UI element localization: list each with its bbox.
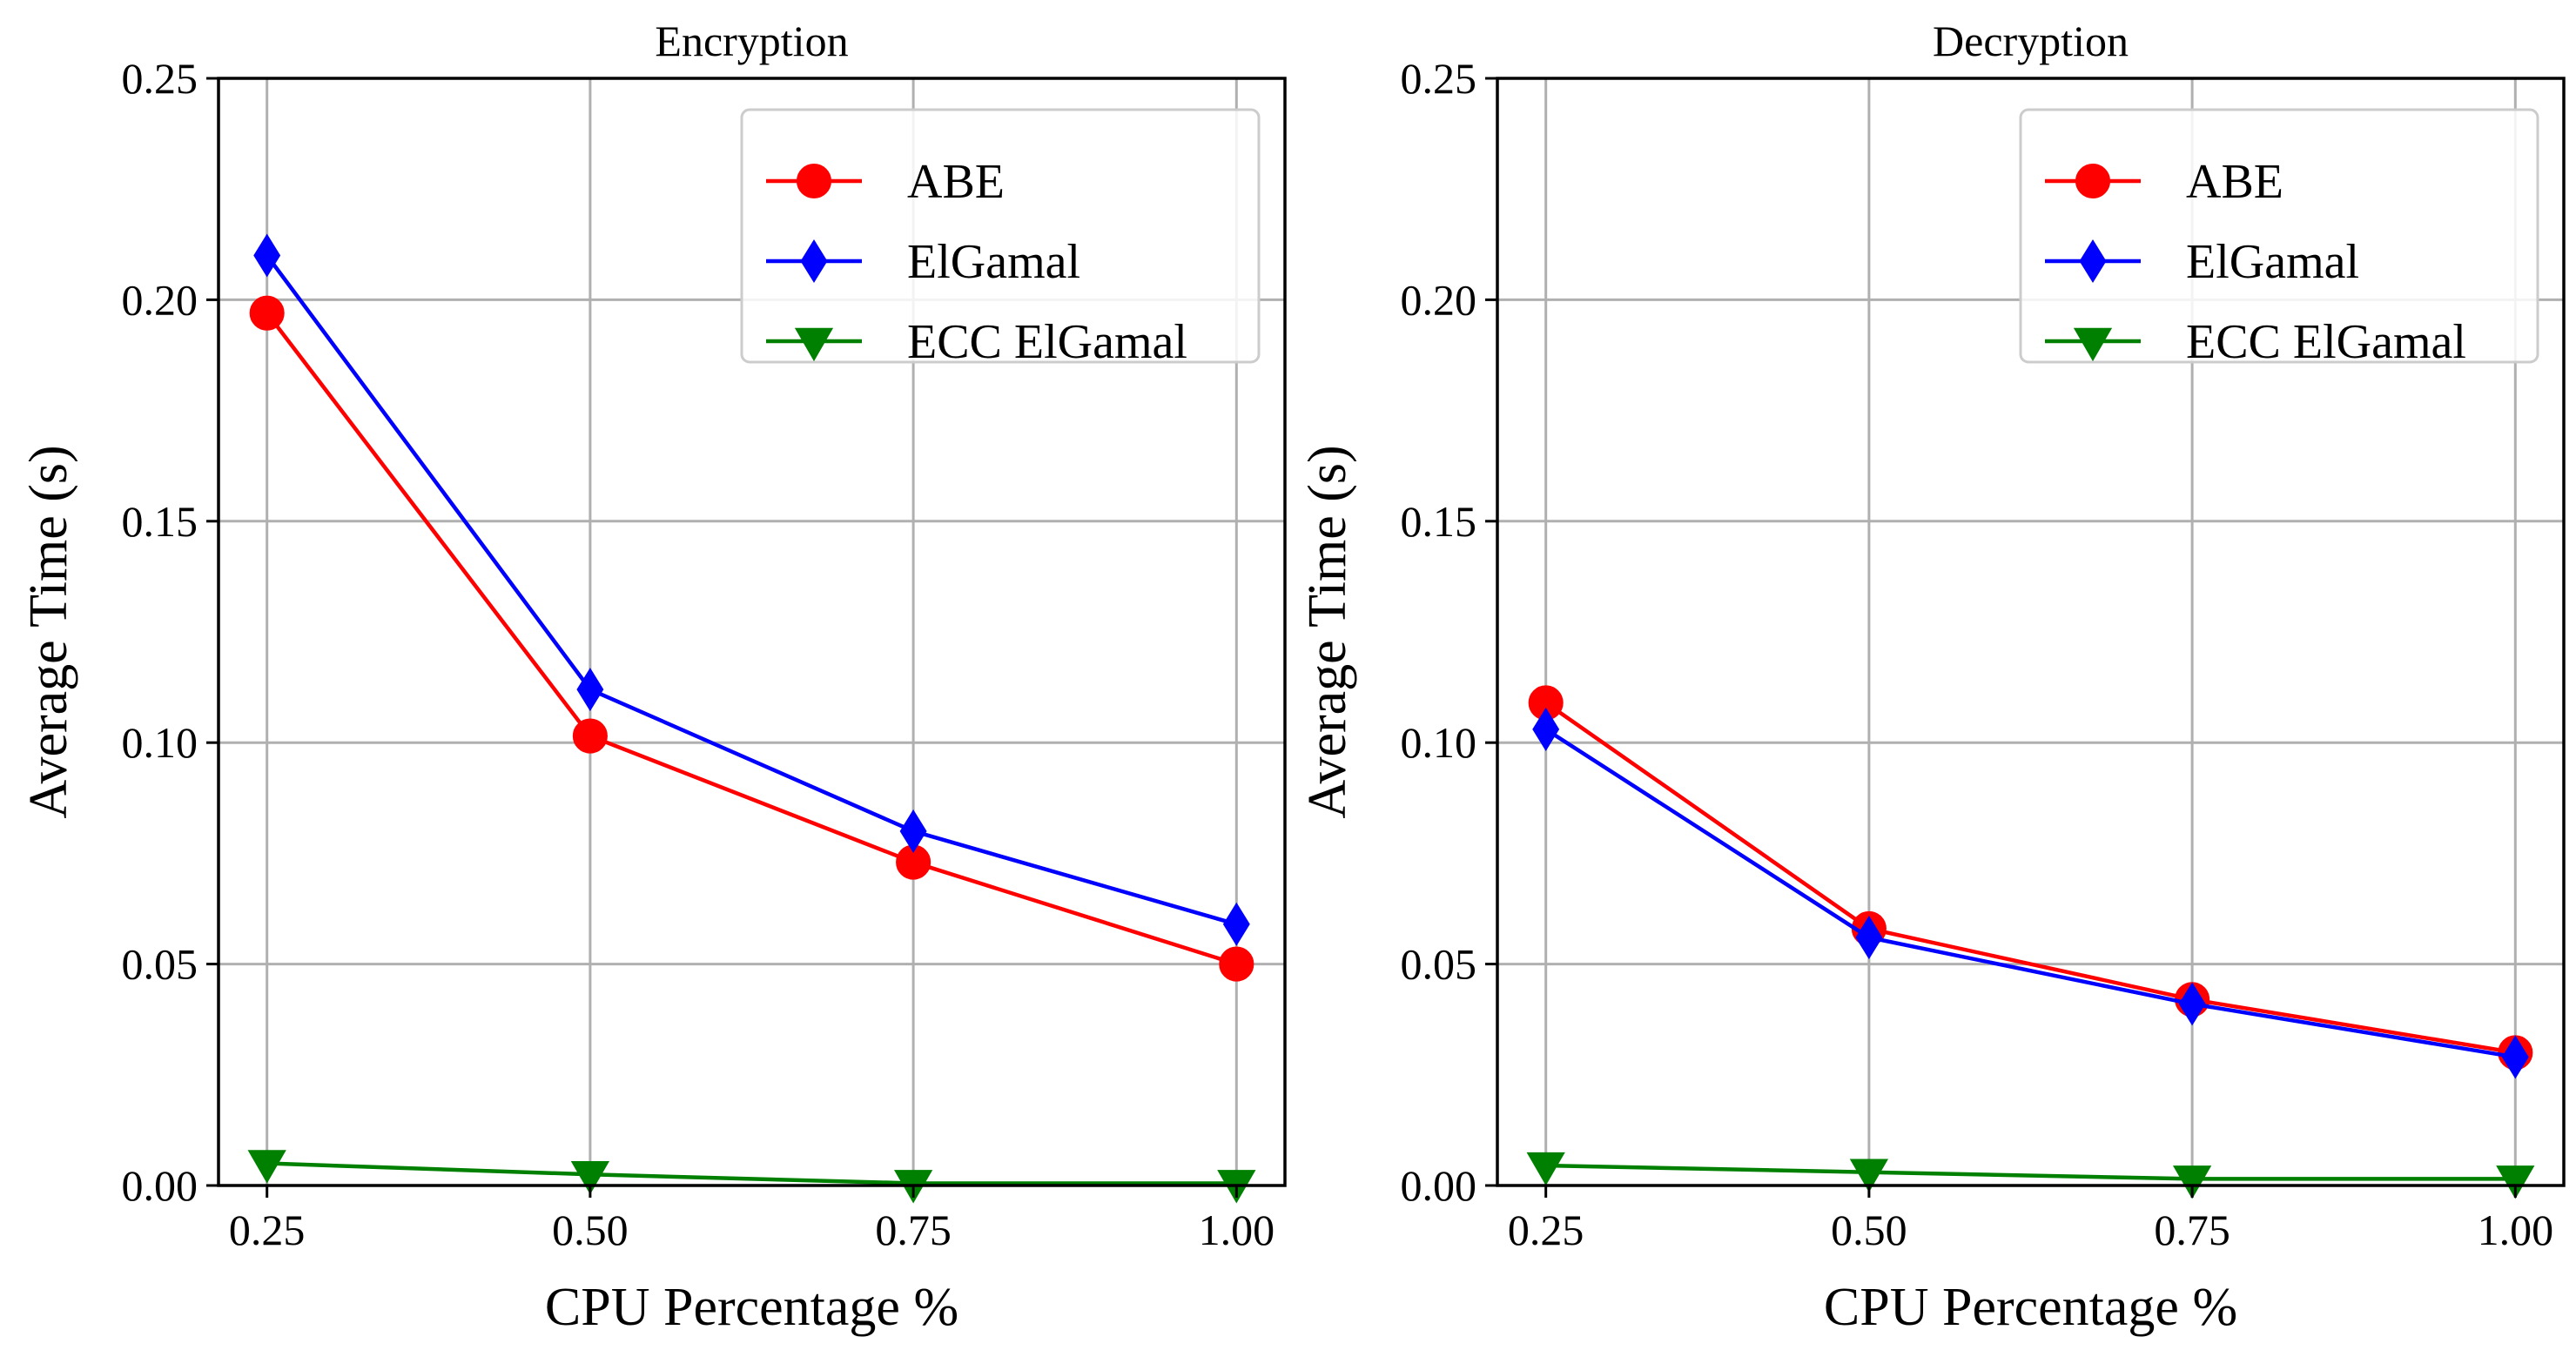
y-tick-label: 0.10 xyxy=(122,718,198,767)
legend-marker-circle-icon xyxy=(2075,163,2111,199)
data-point xyxy=(247,1150,286,1184)
x-axis-label: CPU Percentage % xyxy=(545,1278,958,1337)
series-line xyxy=(1544,728,2516,1059)
legend-label: ElGamal xyxy=(907,235,1080,289)
legend-entry: ABE xyxy=(766,155,1005,209)
data-point xyxy=(572,718,608,754)
data-point xyxy=(1855,916,1883,960)
legend-marker-triangle-down-icon xyxy=(2073,327,2113,362)
series-ecc-elgamal xyxy=(1526,1152,2535,1199)
legend-marker-diamond-icon xyxy=(800,238,828,284)
data-point xyxy=(253,233,281,278)
legend-marker-circle-icon xyxy=(796,163,832,199)
legend-entry: ElGamal xyxy=(766,235,1080,289)
y-tick-label: 0.05 xyxy=(122,940,198,989)
y-tick-label: 0.25 xyxy=(122,54,198,103)
legend-entry: ElGamal xyxy=(2045,235,2359,289)
legend-entry: ABE xyxy=(2045,155,2283,209)
chart-panel-encryption: 0.25 0.50 0.75 1.00 0.00 0.05 0.10 0.15 0.20 0.25… xyxy=(19,17,1287,1337)
x-tick-label: 0.50 xyxy=(552,1206,629,1254)
series-line xyxy=(266,1161,1237,1185)
legend-label: ElGamal xyxy=(2186,235,2359,289)
data-point xyxy=(2178,982,2206,1026)
legend-entry: ECC ElGamal xyxy=(766,315,1187,369)
axes-frame xyxy=(1496,77,2566,1187)
data-point xyxy=(576,668,604,712)
legend-marker-diamond-icon xyxy=(2079,238,2107,284)
x-tick-label: 1.00 xyxy=(1199,1206,1275,1254)
legend-label: ECC ElGamal xyxy=(2186,315,2466,369)
legend-marker-triangle-down-icon xyxy=(794,327,834,362)
y-tick-label: 0.00 xyxy=(122,1161,198,1210)
series-line xyxy=(1544,701,2516,1055)
legend-label: ECC ElGamal xyxy=(907,315,1187,369)
series-line xyxy=(265,254,1237,926)
y-tick-label: 0.20 xyxy=(1401,275,1477,324)
y-tick-label: 0.05 xyxy=(1401,940,1477,989)
data-point xyxy=(2496,1165,2535,1199)
x-tick-label: 0.75 xyxy=(2154,1206,2230,1254)
x-axis-label: CPU Percentage % xyxy=(1824,1278,2237,1337)
y-axis-label: Average Time (s) xyxy=(19,445,78,818)
x-tick-label: 0.50 xyxy=(1831,1206,1907,1254)
y-tick-label: 0.00 xyxy=(1401,1161,1477,1210)
data-point xyxy=(570,1161,610,1195)
series-elgamal xyxy=(1532,707,2529,1079)
y-tick-label: 0.20 xyxy=(122,275,198,324)
data-point xyxy=(1526,1152,1565,1186)
series-line xyxy=(265,312,1237,966)
data-point xyxy=(1219,946,1254,982)
data-point xyxy=(1222,902,1250,946)
y-tick-label: 0.10 xyxy=(1401,718,1477,767)
x-tick-label: 0.75 xyxy=(875,1206,952,1254)
series-ecc-elgamal xyxy=(247,1150,1256,1204)
legend-label: ABE xyxy=(907,155,1005,209)
data-point xyxy=(1849,1159,1889,1192)
series-abe xyxy=(249,295,1254,982)
x-tick-label: 1.00 xyxy=(2478,1206,2554,1254)
series-line xyxy=(1545,1163,2516,1181)
legend-label: ABE xyxy=(2186,155,2283,209)
legend-entry: ECC ElGamal xyxy=(2045,315,2466,369)
data-point xyxy=(249,295,285,331)
legend-box xyxy=(740,108,1261,364)
y-tick-label: 0.15 xyxy=(122,497,198,546)
y-tick-label: 0.25 xyxy=(1401,54,1477,103)
data-point xyxy=(899,809,927,853)
legend: ABE ElGamal ECC ElGamal xyxy=(2019,108,2539,369)
y-axis-label: Average Time (s) xyxy=(1298,445,1357,818)
data-point xyxy=(2501,1035,2529,1079)
chart-title: Encryption xyxy=(655,17,848,65)
series-elgamal xyxy=(253,233,1250,946)
x-tick-label: 0.25 xyxy=(1508,1206,1584,1254)
data-point xyxy=(1532,707,1560,751)
axes-frame xyxy=(217,77,1287,1187)
chart-panel-decryption: 0.25 0.50 0.75 1.00 0.00 0.05 0.10 0.15 0.20 0.25… xyxy=(1298,17,2566,1337)
legend-box xyxy=(2019,108,2539,364)
y-tick-label: 0.15 xyxy=(1401,497,1477,546)
chart-title: Decryption xyxy=(1933,17,2129,65)
data-point xyxy=(2172,1165,2212,1199)
legend: ABE ElGamal ECC ElGamal xyxy=(740,108,1261,369)
x-tick-label: 0.25 xyxy=(229,1206,306,1254)
